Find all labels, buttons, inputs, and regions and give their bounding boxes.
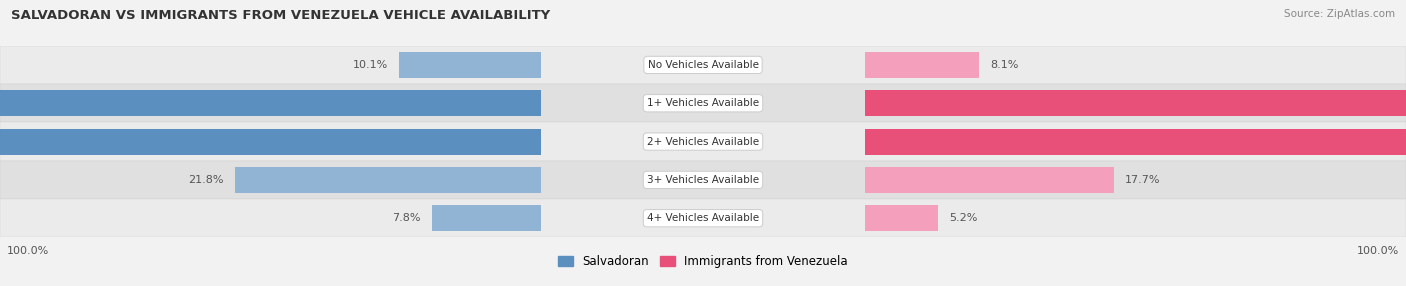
Text: 17.7%: 17.7% — [1125, 175, 1160, 185]
Bar — [0, 46, 1406, 84]
Text: 4+ Vehicles Available: 4+ Vehicles Available — [647, 213, 759, 223]
Bar — [432, 205, 541, 231]
Text: 100.0%: 100.0% — [1357, 246, 1399, 256]
Legend: Salvadoran, Immigrants from Venezuela: Salvadoran, Immigrants from Venezuela — [554, 251, 852, 273]
Bar — [0, 128, 541, 155]
Text: 5.2%: 5.2% — [949, 213, 977, 223]
Bar — [865, 205, 938, 231]
Bar — [399, 52, 541, 78]
Text: 3+ Vehicles Available: 3+ Vehicles Available — [647, 175, 759, 185]
Text: 2+ Vehicles Available: 2+ Vehicles Available — [647, 137, 759, 146]
Bar — [0, 84, 1406, 122]
Bar — [0, 90, 541, 116]
Text: 100.0%: 100.0% — [7, 246, 49, 256]
Bar — [865, 128, 1406, 155]
Bar — [865, 90, 1406, 116]
Text: 10.1%: 10.1% — [353, 60, 388, 70]
Bar — [865, 167, 1114, 193]
Text: SALVADORAN VS IMMIGRANTS FROM VENEZUELA VEHICLE AVAILABILITY: SALVADORAN VS IMMIGRANTS FROM VENEZUELA … — [11, 9, 551, 21]
Bar — [235, 167, 541, 193]
Text: 8.1%: 8.1% — [990, 60, 1018, 70]
Text: 1+ Vehicles Available: 1+ Vehicles Available — [647, 98, 759, 108]
Text: Source: ZipAtlas.com: Source: ZipAtlas.com — [1284, 9, 1395, 19]
Bar — [0, 122, 1406, 161]
Bar — [0, 161, 1406, 199]
Bar — [0, 199, 1406, 237]
Bar — [865, 52, 979, 78]
Text: 21.8%: 21.8% — [188, 175, 224, 185]
Text: No Vehicles Available: No Vehicles Available — [648, 60, 758, 70]
Text: 7.8%: 7.8% — [392, 213, 420, 223]
